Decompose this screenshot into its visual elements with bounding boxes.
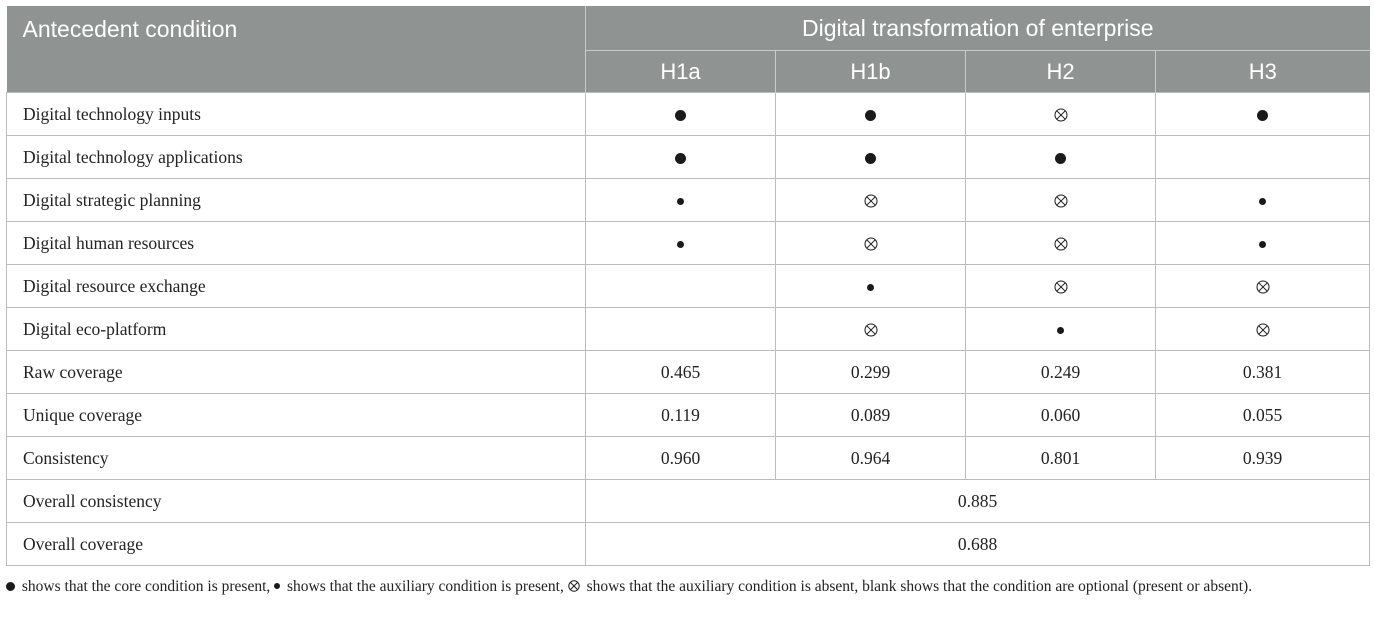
cell-h3-blank (1155, 135, 1370, 179)
cell-h1b-core (775, 92, 966, 136)
cell-h1b-absent (775, 221, 966, 265)
cell-h1a-blank (585, 264, 776, 308)
value-unique-coverage-h1a: 0.119 (585, 393, 776, 437)
auxiliary-absent-circled-times-icon (1054, 108, 1067, 122)
table-row: Digital technology applications (6, 135, 1370, 179)
header-row-sub: H1a H1b H2 H3 (7, 50, 1370, 93)
auxiliary-absent-circled-times-icon (1054, 194, 1067, 208)
cell-h1a-core (585, 135, 776, 179)
core-present-dot-icon (1257, 109, 1268, 121)
auxiliary-absent-circled-times-icon (1054, 237, 1067, 251)
column-header-h3: H3 (1155, 50, 1370, 93)
row-label-overall-consistency: Overall consistency (6, 479, 586, 523)
row-label-digital-strategic-planning: Digital strategic planning (6, 178, 586, 222)
cell-h2-absent (965, 264, 1156, 308)
row-label-digital-eco-platform: Digital eco-platform (6, 307, 586, 351)
header-row-top: Antecedent condition Digital transformat… (6, 6, 1370, 93)
value-unique-coverage-h2: 0.060 (965, 393, 1156, 437)
row-label-digital-technology-applications: Digital technology applications (6, 135, 586, 179)
legend-core-dot-icon (6, 581, 15, 591)
auxiliary-absent-circled-times-icon (1256, 323, 1269, 337)
legend-absent-circled-times-icon (568, 580, 580, 593)
column-header-h1b: H1b (775, 50, 966, 93)
auxiliary-present-dot-icon (867, 283, 874, 291)
group-header: Digital transformation of enterprise (585, 6, 1370, 51)
cell-h2-aux (965, 307, 1156, 351)
auxiliary-absent-circled-times-icon (864, 237, 877, 251)
row-label-raw-coverage: Raw coverage (6, 350, 586, 394)
core-present-dot-icon (675, 152, 686, 164)
auxiliary-present-dot-icon (1057, 326, 1064, 334)
auxiliary-present-dot-icon (1259, 197, 1266, 205)
cell-h3-aux (1155, 178, 1370, 222)
cell-h1b-core (775, 135, 966, 179)
cell-h1a-aux (585, 178, 776, 222)
table-row: Consistency 0.960 0.964 0.801 0.939 (6, 436, 1370, 480)
value-raw-coverage-h3: 0.381 (1155, 350, 1370, 394)
value-consistency-h2: 0.801 (965, 436, 1156, 480)
cell-h2-absent (965, 178, 1156, 222)
row-label-consistency: Consistency (6, 436, 586, 480)
footnote-part-1: shows that the core condition is present… (18, 578, 275, 595)
value-consistency-h3: 0.939 (1155, 436, 1370, 480)
table-row: Digital human resources (6, 221, 1370, 265)
antecedent-header: Antecedent condition (6, 6, 586, 93)
cell-h2-core (965, 135, 1156, 179)
value-raw-coverage-h1a: 0.465 (585, 350, 776, 394)
cell-h1a-blank (585, 307, 776, 351)
cell-h3-absent (1155, 307, 1370, 351)
row-label-unique-coverage: Unique coverage (6, 393, 586, 437)
table-row: Digital technology inputs (6, 92, 1370, 136)
table-row: Digital resource exchange (6, 264, 1370, 308)
auxiliary-absent-circled-times-icon (1256, 280, 1269, 294)
value-overall-consistency: 0.885 (585, 479, 1370, 523)
table-row: Overall consistency 0.885 (6, 479, 1370, 523)
core-present-dot-icon (865, 152, 876, 164)
value-consistency-h1a: 0.960 (585, 436, 776, 480)
value-raw-coverage-h1b: 0.299 (775, 350, 966, 394)
table-row: Unique coverage 0.119 0.089 0.060 0.055 (6, 393, 1370, 437)
cell-h3-absent (1155, 264, 1370, 308)
cell-h2-absent (965, 221, 1156, 265)
column-header-h2: H2 (965, 50, 1156, 93)
table-row: Raw coverage 0.465 0.299 0.249 0.381 (6, 350, 1370, 394)
results-table-container: Antecedent condition Digital transformat… (6, 6, 1370, 566)
row-label-digital-human-resources: Digital human resources (6, 221, 586, 265)
table-row: Digital eco-platform (6, 307, 1370, 351)
row-label-overall-coverage: Overall coverage (6, 522, 586, 566)
auxiliary-absent-circled-times-icon (864, 323, 877, 337)
core-present-dot-icon (1055, 152, 1066, 164)
cell-h3-aux (1155, 221, 1370, 265)
legend-aux-dot-icon (274, 583, 281, 590)
cell-h3-core (1155, 92, 1370, 136)
value-overall-coverage: 0.688 (585, 522, 1370, 566)
cell-h1b-absent (775, 178, 966, 222)
row-label-digital-technology-inputs: Digital technology inputs (6, 92, 586, 136)
auxiliary-present-dot-icon (1259, 240, 1266, 248)
cell-h1b-aux (775, 264, 966, 308)
table-footnote: shows that the core condition is present… (6, 576, 1369, 597)
table-row: Digital strategic planning (6, 178, 1370, 222)
cell-h1a-aux (585, 221, 776, 265)
auxiliary-present-dot-icon (677, 240, 684, 248)
column-header-h1a: H1a (585, 50, 776, 93)
table-body: Digital technology inputs Digital technol… (6, 92, 1370, 566)
core-present-dot-icon (675, 109, 686, 121)
configuration-results-table: Antecedent condition Digital transformat… (6, 6, 1370, 566)
auxiliary-present-dot-icon (677, 197, 684, 205)
footnote-part-3: shows that the auxiliary condition is ab… (582, 578, 1253, 595)
auxiliary-absent-circled-times-icon (1054, 280, 1067, 294)
value-raw-coverage-h2: 0.249 (965, 350, 1156, 394)
core-present-dot-icon (865, 109, 876, 121)
cell-h2-absent (965, 92, 1156, 136)
table-row: Overall coverage 0.688 (6, 522, 1370, 566)
auxiliary-absent-circled-times-icon (864, 194, 877, 208)
footnote-part-2: shows that the auxiliary condition is pr… (283, 578, 568, 595)
cell-h1a-core (585, 92, 776, 136)
value-unique-coverage-h1b: 0.089 (775, 393, 966, 437)
value-consistency-h1b: 0.964 (775, 436, 966, 480)
value-unique-coverage-h3: 0.055 (1155, 393, 1370, 437)
cell-h1b-absent (775, 307, 966, 351)
row-label-digital-resource-exchange: Digital resource exchange (6, 264, 586, 308)
